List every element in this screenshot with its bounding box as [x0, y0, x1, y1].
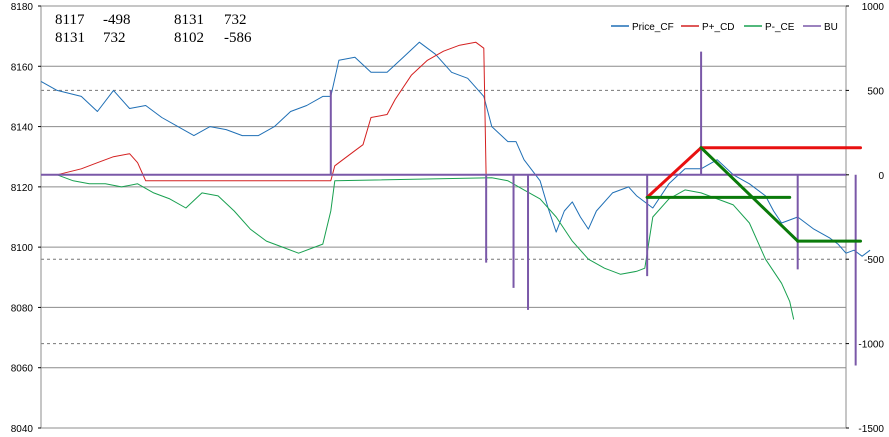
legend-label-p-cd: P+_CD — [702, 22, 735, 33]
annotation-block: 8117 -498 8131 732 8131 732 8102 -586 — [55, 12, 252, 46]
right-tick-label-5: 1000 — [862, 2, 885, 13]
series-layer — [40, 41, 871, 366]
left-tick-label-3: 8100 — [11, 243, 34, 254]
plot-frame — [40, 5, 847, 429]
left-tick-label-5: 8140 — [11, 123, 34, 134]
annotation-r0-c2: 8131 — [174, 12, 204, 28]
left-tick-label-2: 8080 — [11, 303, 34, 314]
annotation-r0-c0: 8117 — [55, 12, 85, 28]
left-tick-label-7: 8180 — [11, 2, 34, 13]
axes: 8040 8060 8080 8100 8120 8140 8160 8180 -1500 -10… — [11, 2, 885, 435]
annotation-r0-c3: 732 — [224, 12, 247, 28]
left-tick-label-0: 8040 — [11, 424, 34, 435]
left-tick-label-6: 8160 — [11, 62, 34, 73]
left-tick-label-4: 8120 — [11, 183, 34, 194]
overlay-red-rise — [645, 146, 703, 199]
legend-label-p-ce: P-_CE — [765, 22, 795, 33]
overlay-green-fall — [699, 146, 800, 243]
right-tick-label-0: -1500 — [858, 424, 884, 435]
overlay-layer — [645, 146, 862, 243]
legend-label-bu: BU — [824, 22, 838, 33]
series-line-p-ce — [56, 174, 795, 320]
annotation-r1-c1: 732 — [103, 30, 126, 46]
gridlines — [41, 5, 846, 429]
right-tick-label-3: 0 — [878, 171, 884, 182]
legend: Price_CF P+_CD P-_CE BU — [611, 22, 838, 33]
right-tick-label-2: -500 — [864, 255, 884, 266]
legend-label-price-cf: Price_CF — [632, 22, 674, 33]
right-tick-label-1: -1000 — [858, 340, 884, 351]
annotation-r1-c2: 8102 — [174, 30, 204, 46]
annotation-r1-c3: -586 — [224, 30, 252, 46]
annotation-r0-c1: -498 — [103, 12, 131, 28]
annotation-r1-c0: 8131 — [55, 30, 85, 46]
right-tick-label-4: 500 — [867, 86, 884, 97]
series-line-price-cf — [40, 41, 871, 257]
left-tick-label-1: 8060 — [11, 364, 34, 375]
